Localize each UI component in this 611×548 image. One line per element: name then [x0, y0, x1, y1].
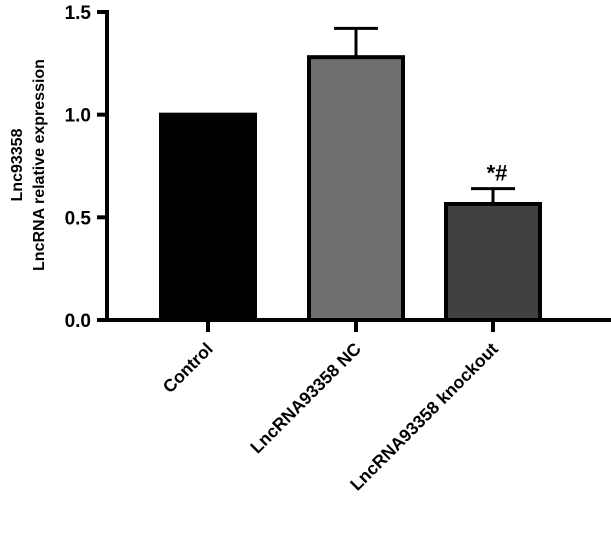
bar [159, 112, 257, 322]
y-axis-label-line-1: Lnc93358 [9, 128, 26, 201]
y-tick-label: 0.0 [65, 311, 91, 332]
y-tick-label: 1.5 [65, 3, 92, 24]
y-tick-label: 0.5 [65, 208, 92, 229]
x-tick-label: LncRNA93358 knockout [346, 339, 502, 495]
bar [444, 201, 542, 322]
y-axis: 0.0 0.5 1.0 1.5 [65, 3, 109, 332]
y-tick-label: 1.0 [65, 106, 91, 127]
bars: *# [159, 26, 542, 322]
x-tick-label: Control [159, 339, 217, 397]
x-tick-label: LncRNA93358 NC [246, 338, 365, 457]
significance-label: *# [487, 161, 508, 186]
y-axis-label-line-2: LncRNA relative expression [31, 59, 48, 271]
bar [307, 55, 405, 322]
